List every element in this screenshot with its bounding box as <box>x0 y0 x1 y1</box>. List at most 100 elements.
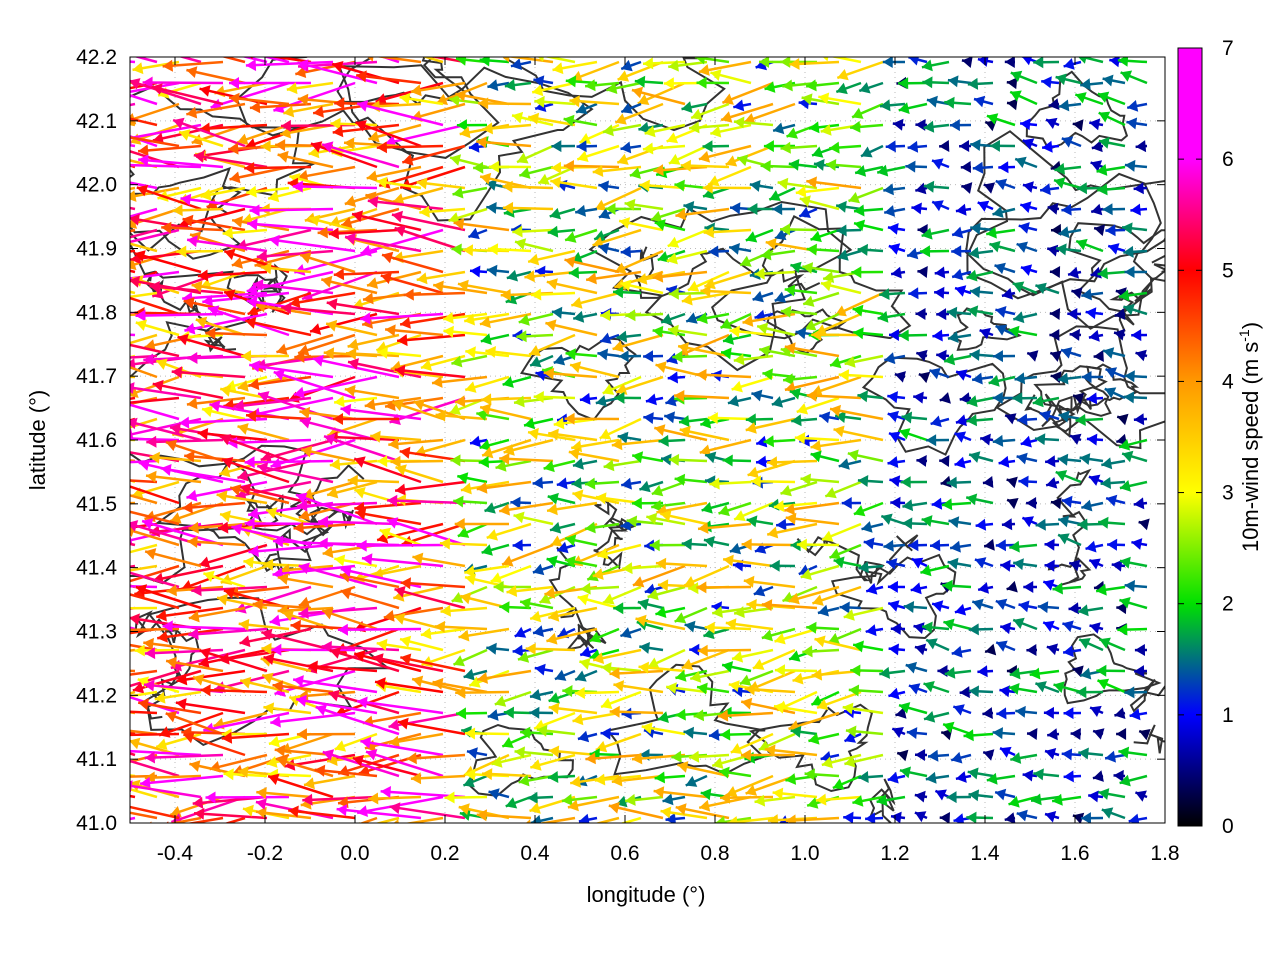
wind-vector-head <box>998 161 1009 174</box>
wind-vector-head <box>853 505 866 517</box>
wind-vector-head <box>1012 281 1025 293</box>
wind-vector-head <box>853 327 864 340</box>
wind-vector-head <box>271 643 282 656</box>
wind-vector-head <box>198 656 210 669</box>
wind-vector-head <box>888 243 901 255</box>
wind-vector-head <box>199 556 211 568</box>
wind-vector-shaft <box>352 756 422 778</box>
wind-vector-head <box>470 435 481 448</box>
wind-vector-head <box>1105 750 1116 763</box>
wind-vector-shaft <box>310 142 378 169</box>
wind-vector-head <box>367 195 379 208</box>
wind-vector-head <box>255 798 267 810</box>
wind-vector-head <box>1045 455 1056 468</box>
wind-vector-head <box>887 456 899 468</box>
wind-vector-head <box>456 119 467 132</box>
wind-vector-head <box>969 349 980 361</box>
wind-vector-shaft <box>381 253 444 274</box>
wind-vector-head <box>1097 91 1110 103</box>
wind-vector-head <box>882 57 893 68</box>
wind-vector-head <box>1076 182 1087 195</box>
wind-vector-head <box>387 494 398 507</box>
wind-vector-head <box>1072 812 1085 823</box>
wind-vector-shaft <box>321 143 400 169</box>
wind-vector-head <box>580 582 591 595</box>
wind-vector-head <box>217 593 228 606</box>
wind-vector-head <box>286 82 298 95</box>
wind-vector-head <box>166 656 177 669</box>
wind-vector-head <box>947 331 959 343</box>
x-tick-label: 0.8 <box>700 842 729 865</box>
wind-vector-head <box>773 701 785 714</box>
wind-vector-head <box>753 585 766 597</box>
wind-vector-head <box>1127 100 1139 112</box>
wind-vector-head <box>273 101 285 114</box>
wind-vector-shaft <box>360 228 444 255</box>
wind-vector-head <box>189 760 201 772</box>
wind-vector-head <box>465 727 476 740</box>
wind-vector-head <box>135 584 148 596</box>
wind-vector-head <box>273 369 285 381</box>
wind-vector-head <box>237 380 249 392</box>
wind-vector-head <box>296 694 307 707</box>
wind-vector-shaft <box>184 312 268 332</box>
wind-vector-head <box>801 93 813 106</box>
wind-vector-head <box>260 140 271 153</box>
wind-vector-head <box>52 603 63 615</box>
wind-vector-head <box>314 764 326 777</box>
wind-vector-head <box>975 518 987 531</box>
wind-vector-head <box>532 563 545 576</box>
wind-vector-head <box>487 243 499 256</box>
wind-vector-shaft <box>180 197 268 211</box>
wind-vector-head <box>334 97 345 110</box>
wind-vector-head <box>825 159 837 171</box>
wind-vector-head <box>902 517 913 530</box>
wind-vector-shaft <box>375 81 444 103</box>
y-tick-label: 41.3 <box>76 621 117 644</box>
wind-vector-head <box>983 749 995 761</box>
wind-vector-head <box>762 368 773 381</box>
wind-vector-shaft <box>130 136 180 148</box>
wind-vector-head <box>310 323 322 335</box>
wind-vector-head <box>995 598 1008 610</box>
wind-vector-head <box>440 604 451 617</box>
wind-vector-head <box>681 101 693 113</box>
wind-vector-head <box>396 45 407 57</box>
wind-vector-head <box>666 252 678 265</box>
wind-vector-head <box>546 632 558 645</box>
wind-vector-head <box>502 376 514 388</box>
wind-vector-head <box>263 653 275 665</box>
wind-vector-head <box>1091 203 1103 216</box>
wind-vector-head <box>328 227 339 240</box>
wind-vector-head <box>1078 57 1087 64</box>
wind-vector-shaft <box>383 606 444 619</box>
wind-vector-head <box>848 684 860 697</box>
wind-vector-shaft <box>130 510 180 526</box>
wind-vector-head <box>980 433 991 446</box>
contour-line <box>1109 254 1165 332</box>
wind-vector-head <box>144 679 155 692</box>
wind-vector-head <box>745 422 757 434</box>
wind-vector-head <box>820 279 833 292</box>
wind-vector-head <box>966 414 977 427</box>
wind-vector-head <box>589 631 602 643</box>
wind-vector-head <box>887 391 898 404</box>
y-tick-label: 41.6 <box>76 429 117 452</box>
x-tick-label: 0.6 <box>610 842 639 865</box>
wind-vector-head <box>387 517 399 529</box>
wind-vector-head <box>361 553 373 566</box>
wind-vector-head <box>179 416 190 429</box>
wind-vector-head <box>1061 748 1073 761</box>
wind-vector-head <box>931 497 943 510</box>
wind-vector-shaft <box>273 370 356 400</box>
wind-vector-head <box>751 389 763 402</box>
wind-vector-head <box>530 356 542 368</box>
wind-vector-head <box>452 186 464 199</box>
wind-vector-head <box>961 57 973 68</box>
wind-vector-head <box>1020 264 1033 276</box>
wind-vector-shaft <box>260 630 334 652</box>
wind-vector-shaft <box>151 85 224 106</box>
wind-vector-head <box>115 800 126 812</box>
wind-vector-head <box>162 620 173 633</box>
